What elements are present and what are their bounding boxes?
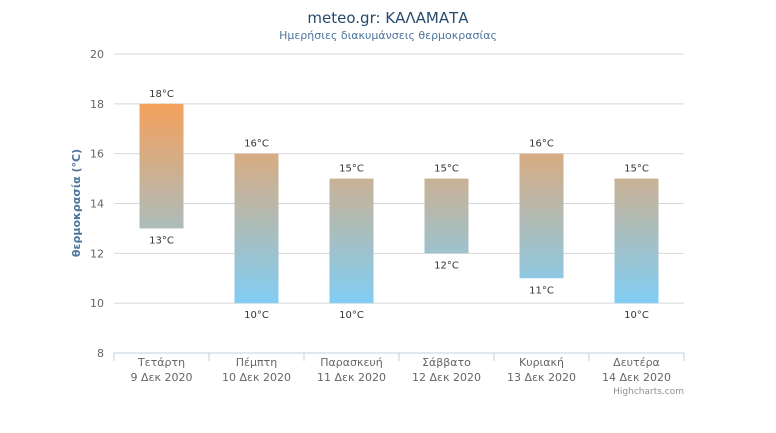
range-bars (139, 103, 659, 304)
low-temp-label: 10°C (244, 310, 269, 321)
low-temp-label: 12°C (434, 260, 459, 271)
y-tick-label: 8 (97, 347, 104, 360)
low-temp-label: 13°C (149, 235, 174, 246)
y-tick-label: 10 (90, 297, 104, 310)
x-tick-date: 13 Δεκ 2020 (507, 371, 576, 384)
highcharts-credits[interactable]: Highcharts.com (613, 387, 684, 397)
y-axis-ticks: 8 10 12 14 16 18 20 (90, 48, 104, 360)
y-axis-title: θερμοκρασία (°C) (70, 149, 83, 257)
y-tick-label: 14 (90, 198, 104, 211)
low-temp-label: 10°C (624, 310, 649, 321)
range-bar[interactable] (234, 153, 279, 304)
range-bar[interactable] (329, 178, 374, 304)
high-temp-label: 16°C (244, 139, 269, 150)
range-bar[interactable] (139, 103, 184, 229)
high-temp-label: 15°C (624, 164, 649, 175)
range-bar[interactable] (614, 178, 659, 304)
range-bar[interactable] (519, 153, 564, 279)
low-temp-label: 11°C (529, 285, 554, 296)
y-tick-label: 12 (90, 247, 104, 260)
x-tick-date: 14 Δεκ 2020 (602, 371, 671, 384)
chart-subtitle: Ημερήσιες διακυμάνσεις θερμοκρασίας (279, 29, 497, 42)
x-tick-day: Κυριακή (519, 356, 564, 369)
x-tick-day: Δευτέρα (613, 356, 660, 369)
x-tick-date: 12 Δεκ 2020 (412, 371, 481, 384)
x-tick-day: Τετάρτη (137, 356, 185, 369)
x-tick-day: Πέμπτη (236, 356, 277, 369)
data-labels: 18°C 13°C 16°C 10°C 15°C 10°C 15°C 12°C 16°C 11°C… (149, 89, 649, 321)
high-temp-label: 18°C (149, 89, 174, 100)
high-temp-label: 15°C (339, 164, 364, 175)
y-tick-label: 20 (90, 48, 104, 61)
range-bar[interactable] (424, 178, 469, 254)
x-tick-date: 9 Δεκ 2020 (131, 371, 193, 384)
high-temp-label: 16°C (529, 139, 554, 150)
x-tick-day: Σάββατο (422, 356, 471, 369)
chart-title: meteo.gr: ΚΑΛΑΜΑΤΑ (307, 9, 469, 27)
x-tick-date: 10 Δεκ 2020 (222, 371, 291, 384)
x-tick-day: Παρασκευή (320, 356, 383, 369)
x-axis: Τετάρτη 9 Δεκ 2020 Πέμπτη 10 Δεκ 2020 Παρασκ… (113, 352, 685, 384)
y-tick-label: 16 (90, 148, 104, 161)
grid-lines (114, 53, 684, 304)
low-temp-label: 10°C (339, 310, 364, 321)
x-tick-date: 11 Δεκ 2020 (317, 371, 386, 384)
y-tick-label: 18 (90, 98, 104, 111)
high-temp-label: 15°C (434, 164, 459, 175)
